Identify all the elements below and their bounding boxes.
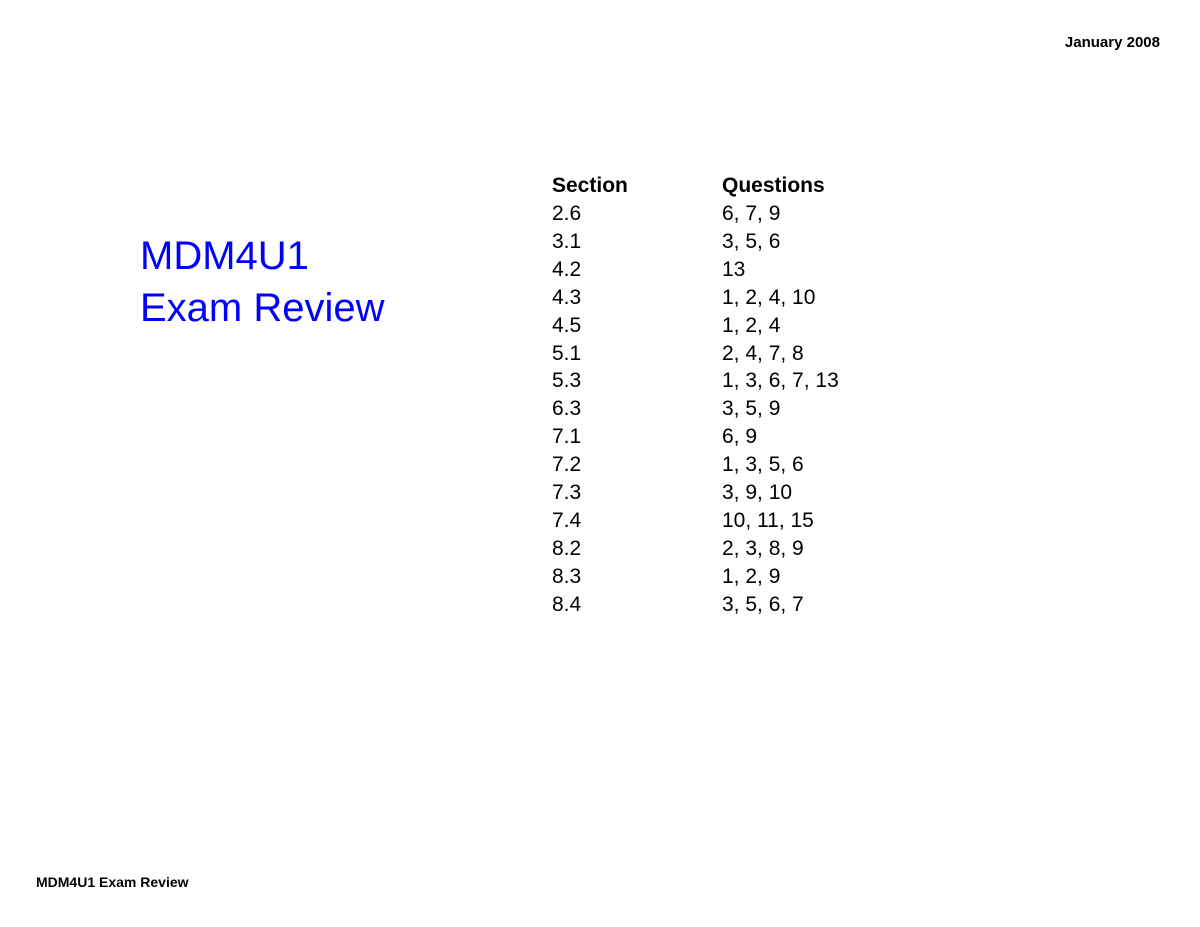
table-cell: 7.2 — [552, 451, 722, 479]
table-cell: 4.3 — [552, 284, 722, 312]
table-cell: 1, 3, 6, 7, 13 — [722, 367, 1022, 395]
table-row: 7.16, 9 — [552, 423, 1022, 451]
table-cell: 2, 4, 7, 8 — [722, 340, 1022, 368]
table-row: 3.13, 5, 6 — [552, 228, 1022, 256]
table-header-row: Section Questions — [552, 172, 1022, 200]
table-cell: 7.4 — [552, 507, 722, 535]
table-cell: 8.4 — [552, 591, 722, 619]
table-cell: 6, 7, 9 — [722, 200, 1022, 228]
table-cell: 5.1 — [552, 340, 722, 368]
table-cell: 7.1 — [552, 423, 722, 451]
table-cell: 10, 11, 15 — [722, 507, 1022, 535]
table-cell: 2.6 — [552, 200, 722, 228]
page-title: MDM4U1 Exam Review — [140, 230, 385, 334]
table-row: 6.33, 5, 9 — [552, 395, 1022, 423]
table-row: 4.51, 2, 4 — [552, 312, 1022, 340]
table-cell: 13 — [722, 256, 1022, 284]
table-cell: 1, 3, 5, 6 — [722, 451, 1022, 479]
table-cell: 3, 5, 6 — [722, 228, 1022, 256]
table-cell: 5.3 — [552, 367, 722, 395]
table-cell: 8.3 — [552, 563, 722, 591]
table-cell: 1, 2, 9 — [722, 563, 1022, 591]
table-cell: 4.2 — [552, 256, 722, 284]
title-line-2: Exam Review — [140, 282, 385, 334]
table-row: 5.31, 3, 6, 7, 13 — [552, 367, 1022, 395]
table-row: 8.31, 2, 9 — [552, 563, 1022, 591]
title-line-1: MDM4U1 — [140, 230, 385, 282]
table-cell: 6, 9 — [722, 423, 1022, 451]
footer-text: MDM4U1 Exam Review — [36, 874, 189, 890]
date-header: January 2008 — [1065, 34, 1160, 51]
table-row: 4.31, 2, 4, 10 — [552, 284, 1022, 312]
table-cell: 3, 5, 9 — [722, 395, 1022, 423]
table-cell: 3.1 — [552, 228, 722, 256]
table-cell: 2, 3, 8, 9 — [722, 535, 1022, 563]
table-cell: 6.3 — [552, 395, 722, 423]
table-cell: 3, 9, 10 — [722, 479, 1022, 507]
table-row: 7.410, 11, 15 — [552, 507, 1022, 535]
table-row: 8.22, 3, 8, 9 — [552, 535, 1022, 563]
table-header-questions: Questions — [722, 172, 1022, 200]
table-row: 2.66, 7, 9 — [552, 200, 1022, 228]
review-table: Section Questions 2.66, 7, 93.13, 5, 64.… — [552, 172, 1022, 619]
table-cell: 4.5 — [552, 312, 722, 340]
table-row: 8.43, 5, 6, 7 — [552, 591, 1022, 619]
table-row: 4.213 — [552, 256, 1022, 284]
table-row: 5.12, 4, 7, 8 — [552, 340, 1022, 368]
table-cell: 1, 2, 4 — [722, 312, 1022, 340]
table-cell: 3, 5, 6, 7 — [722, 591, 1022, 619]
table-cell: 7.3 — [552, 479, 722, 507]
table-cell: 8.2 — [552, 535, 722, 563]
table-header-section: Section — [552, 172, 722, 200]
table-row: 7.21, 3, 5, 6 — [552, 451, 1022, 479]
table-row: 7.33, 9, 10 — [552, 479, 1022, 507]
table-cell: 1, 2, 4, 10 — [722, 284, 1022, 312]
